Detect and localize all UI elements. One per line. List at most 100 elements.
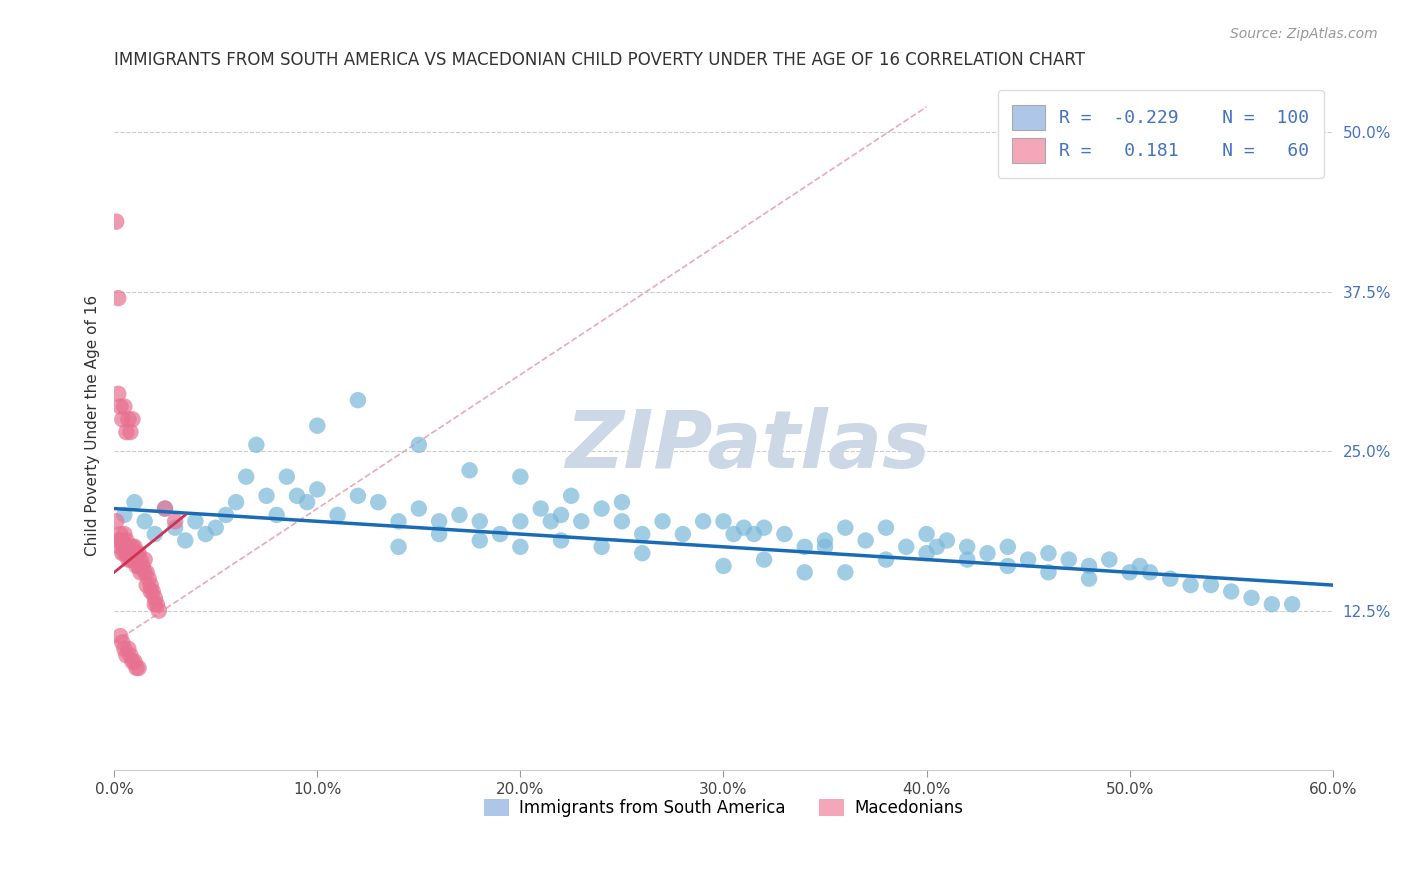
Point	[134, 552, 156, 566]
Point	[489, 527, 512, 541]
Point	[143, 597, 166, 611]
Point	[131, 558, 153, 573]
Point	[148, 604, 170, 618]
Point	[112, 546, 135, 560]
Point	[458, 463, 481, 477]
Point	[509, 540, 531, 554]
Point	[935, 533, 957, 548]
Point	[194, 527, 217, 541]
Point	[117, 412, 139, 426]
Point	[307, 418, 329, 433]
Point	[124, 552, 146, 566]
Point	[120, 648, 142, 663]
Point	[408, 438, 430, 452]
Point	[153, 501, 176, 516]
Point	[111, 635, 134, 649]
Point	[143, 527, 166, 541]
Point	[143, 591, 166, 605]
Point	[107, 533, 129, 548]
Point	[956, 552, 979, 566]
Point	[651, 514, 673, 528]
Point	[110, 400, 132, 414]
Point	[610, 514, 633, 528]
Point	[875, 521, 897, 535]
Point	[111, 533, 134, 548]
Text: ZIPatlas: ZIPatlas	[565, 408, 931, 485]
Point	[117, 540, 139, 554]
Point	[855, 533, 877, 548]
Point	[631, 527, 654, 541]
Point	[153, 501, 176, 516]
Point	[128, 558, 150, 573]
Point	[124, 655, 146, 669]
Point	[1129, 558, 1152, 573]
Point	[1017, 552, 1039, 566]
Point	[569, 514, 592, 528]
Point	[550, 533, 572, 548]
Point	[347, 393, 370, 408]
Point	[530, 501, 553, 516]
Point	[112, 527, 135, 541]
Point	[1240, 591, 1263, 605]
Point	[1078, 572, 1101, 586]
Point	[139, 584, 162, 599]
Point	[752, 521, 775, 535]
Point	[427, 527, 450, 541]
Point	[1261, 597, 1284, 611]
Point	[1038, 566, 1060, 580]
Point	[105, 514, 128, 528]
Point	[107, 291, 129, 305]
Point	[110, 540, 132, 554]
Point	[591, 501, 613, 516]
Point	[120, 552, 142, 566]
Point	[105, 214, 128, 228]
Point	[295, 495, 318, 509]
Point	[956, 540, 979, 554]
Point	[408, 501, 430, 516]
Point	[509, 469, 531, 483]
Point	[560, 489, 582, 503]
Point	[256, 489, 278, 503]
Point	[135, 578, 157, 592]
Point	[752, 552, 775, 566]
Point	[115, 648, 138, 663]
Point	[307, 483, 329, 497]
Point	[146, 597, 169, 611]
Point	[139, 578, 162, 592]
Point	[540, 514, 562, 528]
Point	[142, 584, 165, 599]
Point	[591, 540, 613, 554]
Point	[165, 514, 187, 528]
Point	[135, 566, 157, 580]
Point	[631, 546, 654, 560]
Point	[117, 552, 139, 566]
Point	[112, 540, 135, 554]
Point	[387, 514, 409, 528]
Point	[773, 527, 796, 541]
Point	[997, 558, 1019, 573]
Point	[692, 514, 714, 528]
Point	[976, 546, 998, 560]
Point	[225, 495, 247, 509]
Point	[276, 469, 298, 483]
Point	[834, 521, 856, 535]
Point	[509, 514, 531, 528]
Point	[128, 546, 150, 560]
Point	[165, 521, 187, 535]
Point	[793, 540, 815, 554]
Point	[125, 661, 148, 675]
Point	[125, 558, 148, 573]
Point	[1057, 552, 1080, 566]
Point	[1220, 584, 1243, 599]
Point	[713, 558, 735, 573]
Point	[1199, 578, 1222, 592]
Point	[326, 508, 349, 522]
Point	[468, 533, 491, 548]
Point	[110, 527, 132, 541]
Point	[915, 546, 938, 560]
Point	[1281, 597, 1303, 611]
Point	[1038, 546, 1060, 560]
Point	[121, 552, 143, 566]
Point	[107, 386, 129, 401]
Point	[1118, 566, 1140, 580]
